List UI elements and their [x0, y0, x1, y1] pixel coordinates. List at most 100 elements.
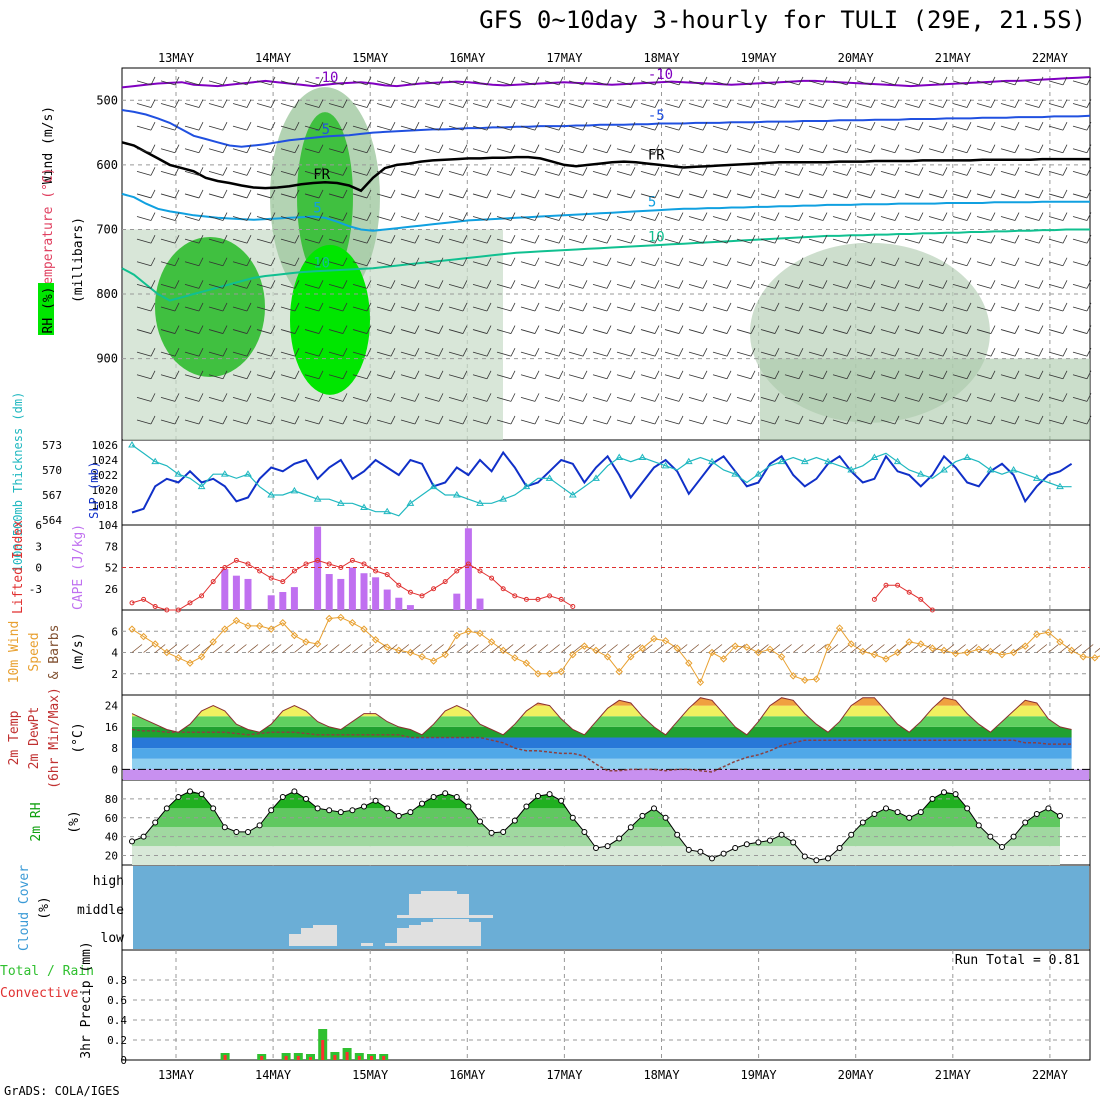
wind-barb	[318, 280, 324, 289]
wind-barb	[678, 212, 684, 221]
wind-barb	[496, 125, 512, 131]
wind-barb	[246, 121, 252, 131]
wind-barb	[174, 212, 180, 221]
wind-barb	[1014, 99, 1020, 108]
wind-barb	[880, 193, 896, 199]
wind-barb	[582, 393, 588, 402]
temp-axis-label: 2m Temp	[7, 710, 22, 765]
surface-wind-barb	[421, 644, 433, 653]
wind-barb	[160, 374, 176, 380]
wind-barb	[928, 396, 944, 402]
wind-barb	[246, 189, 252, 199]
minmax-axis-label: (6hr Min/Max)	[47, 687, 62, 789]
wind-barb	[150, 347, 156, 357]
wind-barb	[736, 396, 752, 402]
wind-barb	[544, 170, 560, 176]
wind-barb	[304, 261, 320, 267]
wind-barb	[582, 167, 588, 176]
cape-bar	[290, 587, 298, 610]
wind-barb	[832, 103, 848, 108]
wind-barb	[222, 280, 228, 289]
wind-barb	[390, 257, 396, 266]
lifted-tick-label: 3	[35, 540, 42, 553]
wind-barb	[208, 148, 224, 154]
wind-barb	[630, 144, 636, 153]
wind-barb	[352, 148, 368, 154]
wind-barb	[448, 216, 464, 221]
wind-barb	[928, 374, 944, 380]
wind-barb	[462, 99, 468, 108]
temp-band	[132, 748, 1072, 759]
wind-barb	[366, 234, 372, 244]
rh-marker	[303, 795, 309, 802]
thickness-marker	[847, 466, 856, 473]
wind-barb	[184, 80, 200, 86]
cloud-bar-low	[397, 928, 409, 946]
wind-barb	[1072, 193, 1088, 199]
wind-barb	[424, 329, 440, 334]
thickness-marker	[916, 470, 925, 477]
wind-barb	[856, 306, 872, 312]
wind-barb	[712, 351, 728, 357]
wind-barb	[942, 234, 948, 244]
rh-marker	[674, 831, 681, 838]
wind-barb	[174, 99, 180, 108]
wind-barb	[952, 261, 968, 267]
wind-barb	[304, 374, 320, 380]
wind-barb	[342, 393, 348, 402]
wind-barb	[222, 370, 228, 379]
wind-barb	[136, 261, 152, 267]
wind-barb	[342, 415, 348, 425]
wind-barb	[438, 212, 444, 221]
surface-wind-barb	[294, 644, 305, 653]
wind-barb	[568, 103, 584, 108]
wind-barb	[1062, 393, 1068, 402]
wind-barb	[808, 80, 824, 86]
wind-barb	[678, 347, 684, 357]
wind-barb	[256, 283, 272, 289]
wind-barb	[630, 76, 636, 86]
wind-barb	[1086, 189, 1092, 199]
wind-barb	[184, 329, 200, 334]
wind-barb	[496, 283, 512, 289]
wind-barb	[150, 234, 156, 244]
wind-barb	[270, 76, 276, 86]
wind-barb	[328, 374, 344, 380]
rh-marker	[999, 844, 1005, 851]
wind-barb	[270, 212, 276, 221]
cloud-level-label: low	[101, 931, 125, 946]
day-label-bottom: 13MAY	[158, 1068, 195, 1082]
wind-speed-marker	[221, 625, 229, 633]
rh-marker	[477, 818, 483, 825]
wind-barb	[784, 283, 800, 289]
wind-barb	[520, 374, 536, 380]
wind-barb	[390, 144, 396, 153]
thickness-marker	[592, 474, 600, 481]
contour-label: -10	[648, 67, 673, 83]
wind-barb	[1048, 80, 1064, 86]
wind-barb	[496, 261, 512, 267]
wind-speed-marker	[267, 625, 275, 633]
wind-barb	[808, 216, 824, 221]
temp-band	[132, 716, 1072, 727]
wind-barb	[318, 393, 324, 402]
wind-barb	[654, 302, 660, 312]
wind-barb	[496, 351, 512, 357]
wind-barb	[702, 99, 708, 108]
lifted-marker	[152, 603, 158, 609]
wind-barb	[520, 103, 536, 108]
wind-barb	[390, 212, 396, 221]
wind-barb	[150, 189, 156, 199]
wind-barb	[640, 193, 656, 199]
wind-barb	[966, 121, 972, 131]
wind-barb	[150, 280, 156, 289]
wind-speed-marker	[719, 655, 728, 663]
wind-barb	[270, 325, 276, 334]
wind-barb	[520, 351, 536, 357]
wind-barb	[990, 144, 996, 153]
lifted-tick-label: 6	[35, 519, 42, 532]
wind-barb	[318, 234, 324, 244]
wind-barb	[774, 167, 780, 176]
surface-wind-barb	[166, 644, 178, 653]
wind-barb	[496, 419, 512, 425]
